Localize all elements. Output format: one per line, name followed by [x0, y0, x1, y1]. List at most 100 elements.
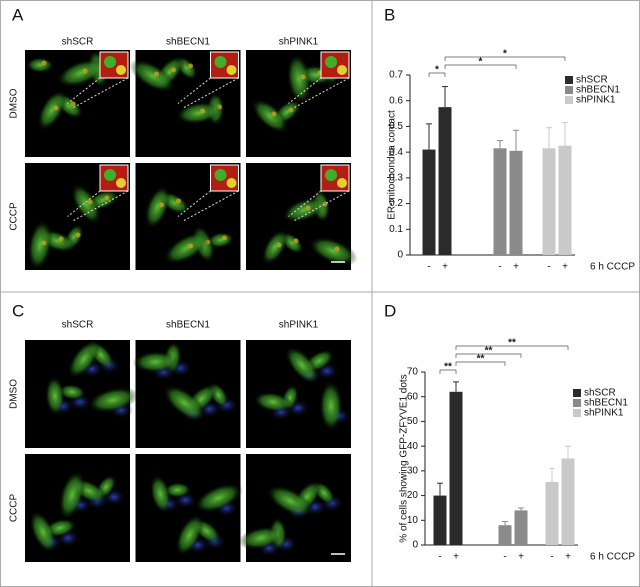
cell — [261, 229, 289, 265]
significance-bracket — [455, 345, 569, 350]
legend-label: shSCR — [584, 388, 616, 399]
y-tick-label: 0.4 — [389, 147, 403, 158]
cell — [149, 474, 172, 514]
x-tick-label: - — [427, 262, 430, 273]
signal — [276, 242, 282, 248]
y-tick-label: 0 — [397, 250, 403, 261]
cell — [308, 236, 358, 266]
x-axis-title: 6 h CCCP — [590, 552, 635, 563]
significance-bracket — [455, 361, 506, 366]
x-tick-label: - — [550, 552, 553, 563]
cell — [251, 98, 289, 134]
cell — [253, 391, 293, 413]
signal — [53, 105, 59, 111]
cell — [162, 384, 207, 422]
panel-label: B — [384, 5, 395, 24]
cell — [175, 101, 222, 125]
panel-label: A — [12, 5, 24, 24]
cell — [175, 513, 204, 557]
signal — [305, 205, 311, 211]
inset-pattern — [226, 65, 237, 75]
signal — [104, 195, 110, 201]
row-label: DMSO — [9, 379, 20, 409]
cell — [286, 53, 312, 105]
cell — [194, 482, 243, 514]
cell — [144, 185, 171, 229]
x-tick-label: + — [513, 262, 519, 273]
cell — [27, 219, 53, 271]
significance-label: ** — [508, 338, 516, 349]
significance-label: * — [435, 65, 439, 76]
row-label: DMSO — [9, 88, 20, 118]
column-label: shPINK1 — [279, 37, 319, 48]
cell — [58, 383, 86, 401]
bar — [493, 148, 507, 255]
y-tick-label: 0 — [412, 540, 418, 551]
inset-pattern — [325, 169, 337, 181]
x-tick-label: - — [438, 552, 441, 563]
y-tick-label: 0.6 — [389, 95, 403, 106]
bar — [422, 149, 436, 255]
y-tick-label: 10 — [407, 515, 419, 526]
y-tick-label: 40 — [407, 441, 419, 452]
bar — [509, 150, 523, 255]
column-label: shPINK1 — [279, 320, 319, 331]
signal — [87, 199, 93, 205]
row-label: CCCP — [9, 494, 20, 523]
inset-pattern — [104, 56, 116, 68]
y-tick-label: 30 — [407, 465, 419, 476]
x-tick-label: + — [565, 552, 571, 563]
cell — [26, 57, 54, 73]
significance-label: ** — [477, 354, 485, 365]
x-tick-label: + — [453, 552, 459, 563]
legend-swatch — [565, 86, 573, 94]
bar — [449, 391, 463, 545]
y-tick-label: 20 — [407, 490, 419, 501]
y-tick-label: 50 — [407, 416, 419, 427]
inset-line — [288, 77, 322, 104]
legend-label: shPINK1 — [576, 95, 616, 106]
inset-pattern — [116, 178, 126, 188]
y-axis-title: ER-mitochondria contact — [387, 110, 398, 220]
cell — [238, 526, 284, 550]
y-axis-title: % of cells showing GFP-ZFYVE1 dots — [399, 374, 410, 542]
cell — [132, 350, 179, 374]
signal — [288, 107, 294, 113]
inset-line — [67, 190, 101, 217]
significance-bracket — [444, 56, 566, 61]
y-tick-label: 0.3 — [389, 172, 403, 183]
signal — [58, 236, 64, 242]
signal — [188, 243, 193, 249]
legend-label: shBECN1 — [576, 85, 620, 96]
cell — [29, 510, 57, 554]
y-tick-label: 0.1 — [389, 224, 403, 235]
legend-swatch — [565, 96, 573, 104]
bar — [545, 481, 559, 545]
cell — [318, 380, 344, 432]
column-label: shBECN1 — [166, 37, 210, 48]
inset-pattern — [226, 178, 237, 188]
x-tick-label: - — [503, 552, 506, 563]
signal — [70, 101, 76, 107]
cell — [163, 231, 210, 265]
legend-swatch — [573, 399, 581, 407]
cell — [129, 59, 176, 93]
cell — [67, 339, 101, 379]
cell — [87, 386, 139, 414]
legend-label: shPINK1 — [584, 408, 624, 419]
inset-pattern — [116, 65, 126, 75]
signal — [176, 198, 181, 204]
signal — [300, 74, 306, 80]
inset-pattern — [337, 65, 347, 75]
y-tick-label: 0.2 — [389, 198, 403, 209]
cell — [37, 89, 67, 131]
inset-line — [288, 190, 322, 217]
inset-pattern — [337, 178, 347, 188]
column-label: shSCR — [62, 320, 94, 331]
signal — [200, 108, 205, 114]
cell — [281, 197, 327, 223]
cell — [58, 469, 86, 521]
row-label: CCCP — [9, 202, 20, 231]
significance-label: ** — [444, 362, 452, 373]
bar — [433, 495, 447, 545]
